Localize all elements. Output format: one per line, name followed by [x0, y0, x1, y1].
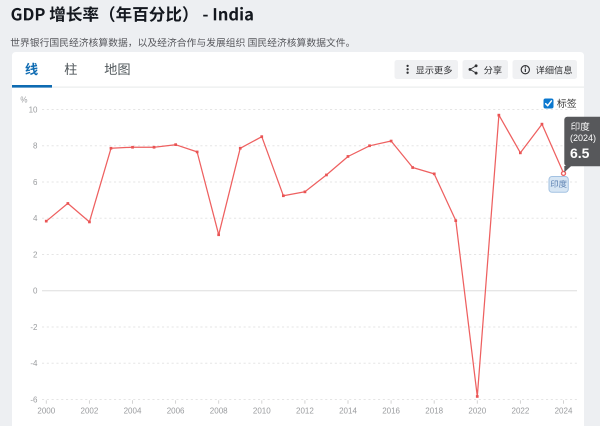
- svg-text:2024: 2024: [555, 407, 573, 416]
- svg-text:2012: 2012: [296, 407, 314, 416]
- svg-text:10: 10: [29, 105, 38, 114]
- svg-text:4: 4: [33, 214, 38, 223]
- svg-text:2002: 2002: [81, 407, 99, 416]
- svg-text:2008: 2008: [210, 407, 228, 416]
- svg-text:6: 6: [33, 178, 38, 187]
- svg-text:2022: 2022: [512, 407, 530, 416]
- svg-text:2018: 2018: [425, 407, 443, 416]
- svg-text:-4: -4: [30, 359, 38, 368]
- svg-text:2010: 2010: [253, 407, 271, 416]
- svg-text:2000: 2000: [37, 407, 55, 416]
- svg-text:2: 2: [33, 250, 38, 259]
- svg-text:2006: 2006: [167, 407, 185, 416]
- svg-text:2014: 2014: [339, 407, 357, 416]
- svg-text:2004: 2004: [124, 407, 142, 416]
- svg-text:6.5: 6.5: [570, 145, 590, 161]
- svg-text:-2: -2: [30, 323, 38, 332]
- svg-text:(2024): (2024): [570, 133, 596, 143]
- svg-text:0: 0: [33, 287, 38, 296]
- svg-text:2020: 2020: [468, 407, 486, 416]
- svg-text:%: %: [20, 95, 27, 104]
- svg-text:-6: -6: [30, 395, 38, 404]
- svg-text:8: 8: [33, 142, 38, 151]
- svg-text:2016: 2016: [382, 407, 400, 416]
